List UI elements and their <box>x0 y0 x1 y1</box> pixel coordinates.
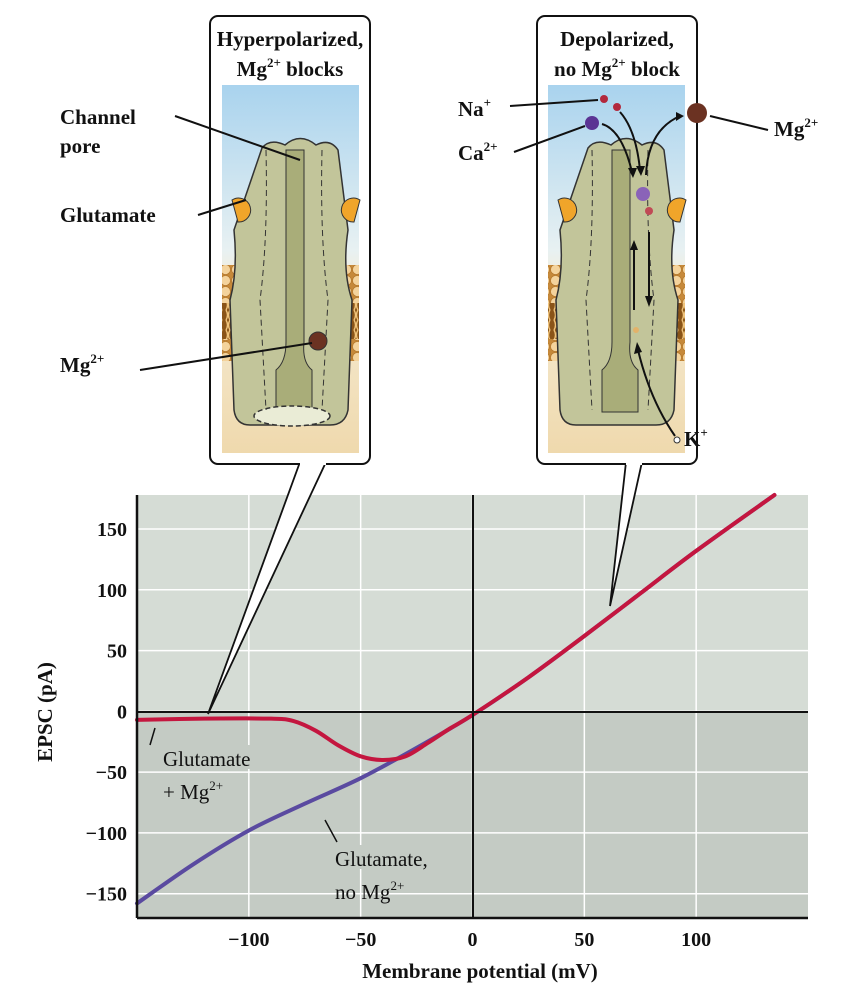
label-mg-left: Mg2+ <box>60 351 104 377</box>
channel-illustration <box>222 85 361 453</box>
y-tick-label: 150 <box>97 519 127 541</box>
panel-right-title-line2: no Mg2+ block <box>554 55 680 81</box>
x-tick-label: −100 <box>228 929 269 951</box>
panel-left-title-line1: Hyperpolarized, <box>217 27 363 51</box>
series-lines <box>135 493 777 906</box>
k-ion-icon <box>673 436 681 444</box>
mg-ion-icon <box>687 103 707 123</box>
series-line-with-mg <box>135 493 777 762</box>
series-label-with-mg-line2: + Mg2+ <box>163 778 223 804</box>
panel-hyperpolarized: Hyperpolarized, Mg2+ blocks <box>209 15 371 465</box>
panel-left-title-line2: Mg2+ blocks <box>237 55 344 81</box>
ion-flow-arrows <box>601 111 681 437</box>
label-glutamate: Glutamate <box>60 203 156 227</box>
outside-labels: Channel pore Glutamate Mg2+ Na+ Ca2+ Mg2… <box>60 95 818 451</box>
mg-ion-icon <box>308 331 328 351</box>
x-axis-label: Membrane potential (mV) <box>362 959 598 983</box>
tick-labels: −100 −50 0 50 100 150 100 50 0 −50 −100 −150 <box>86 519 712 951</box>
x-tick-label: 100 <box>681 929 711 951</box>
x-tick-label: 50 <box>574 929 594 951</box>
annotation-with-mg: Glutamate + Mg2+ <box>149 727 292 804</box>
label-channel-pore-line1: Channel <box>60 105 136 129</box>
ca-ion-icon <box>636 187 650 201</box>
y-tick-label: 100 <box>97 580 127 602</box>
series-label-with-mg-line1: Glutamate <box>163 747 250 771</box>
x-tick-label: 0 <box>468 929 478 951</box>
channel-illustration-open <box>548 85 707 453</box>
y-tick-label: 0 <box>117 701 127 723</box>
y-tick-label: −50 <box>96 762 127 784</box>
annotation-no-mg: Glutamate, no Mg2+ <box>324 819 470 904</box>
x-tick-label: −50 <box>345 929 376 951</box>
label-channel-pore-line2: pore <box>60 134 100 158</box>
panel-depolarized: Depolarized, no Mg2+ block <box>536 15 707 465</box>
y-tick-label: −150 <box>86 884 127 906</box>
label-k: K+ <box>684 425 708 451</box>
k-ion-icon <box>633 327 639 333</box>
series-label-no-mg-line1: Glutamate, <box>335 847 428 871</box>
panel-right-title-line1: Depolarized, <box>560 27 674 51</box>
label-mg-right: Mg2+ <box>774 115 818 141</box>
na-ion-icon <box>613 103 621 111</box>
label-ca: Ca2+ <box>458 139 498 165</box>
series-label-no-mg-line2: no Mg2+ <box>335 878 404 904</box>
ca-ion-icon <box>585 116 599 130</box>
plot-area: −100 −50 0 50 100 150 100 50 0 −50 −100 −150 <box>86 493 808 951</box>
y-axis-label: EPSC (pA) <box>33 662 57 762</box>
label-na: Na+ <box>458 95 491 121</box>
y-tick-label: −100 <box>86 823 127 845</box>
na-ion-icon <box>600 95 608 103</box>
y-tick-label: 50 <box>107 641 127 663</box>
na-ion-icon <box>645 207 653 215</box>
